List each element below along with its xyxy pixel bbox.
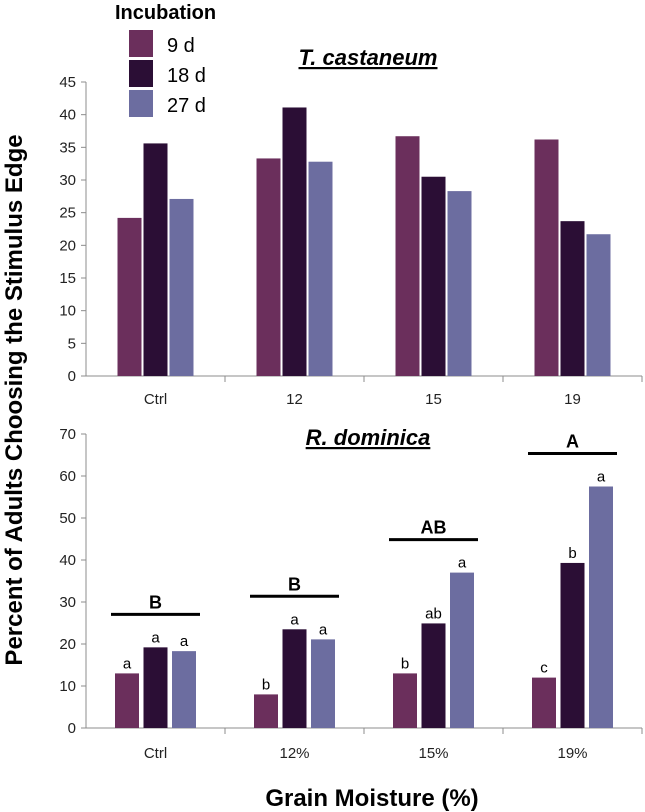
y-tick-label: 5 xyxy=(68,335,76,352)
panel-title-r-dominica: R. dominica xyxy=(306,425,431,450)
significance-letter: ab xyxy=(425,605,442,622)
significance-letter: a xyxy=(319,621,328,638)
bar-t-15-9d xyxy=(395,136,420,376)
y-tick-label: 10 xyxy=(59,678,76,695)
y-tick-label: 50 xyxy=(59,510,76,527)
legend-swatch-27d xyxy=(129,90,153,117)
bar-t-19-27d xyxy=(586,234,611,376)
bar-t-12-9d xyxy=(256,158,281,376)
x-category-label: 15% xyxy=(418,745,448,762)
bar-t-19-18d xyxy=(560,221,585,376)
x-category-label: Ctrl xyxy=(144,745,167,762)
bar-r-12pct-27d xyxy=(311,639,335,728)
y-tick-label: 70 xyxy=(59,426,76,443)
legend: Incubation 9 d 18 d 27 d xyxy=(115,2,216,117)
significance-letter: b xyxy=(568,545,576,562)
significance-letter: a xyxy=(458,555,467,572)
panel-title-t-castaneum: T. castaneum xyxy=(299,45,438,70)
bar-r-19pct-27d xyxy=(589,486,613,728)
bar-r-15pct-18d xyxy=(421,623,446,728)
significance-letter: a xyxy=(123,655,132,672)
bar-t-15-18d xyxy=(421,176,446,376)
group-significance-letter: A xyxy=(566,432,579,452)
y-tick-label: 10 xyxy=(59,303,76,320)
y-tick-label: 40 xyxy=(59,107,76,124)
group-significance-letter: B xyxy=(149,592,162,612)
bar-r-15pct-27d xyxy=(450,572,474,728)
x-category-label: 19% xyxy=(557,745,587,762)
bar-r-19pct-9d xyxy=(532,677,556,728)
y-tick-label: 20 xyxy=(59,636,76,653)
y-tick-label: 0 xyxy=(68,720,76,737)
bar-t-Ctrl-18d xyxy=(143,143,168,376)
y-tick-label: 60 xyxy=(59,468,76,485)
y-tick-label: 15 xyxy=(59,270,76,287)
x-category-label: Ctrl xyxy=(144,391,167,408)
y-tick-label: 35 xyxy=(59,139,76,156)
legend-swatch-9d xyxy=(129,30,153,57)
significance-letter: b xyxy=(262,676,270,693)
y-axis-title: Percent of Adults Choosing the Stimulus … xyxy=(1,134,28,665)
y-tick-label: 40 xyxy=(59,552,76,569)
x-category-label: 15 xyxy=(425,391,442,408)
significance-letter: a xyxy=(151,629,160,646)
x-category-label: 12 xyxy=(286,391,303,408)
bar-r-15pct-9d xyxy=(393,673,417,728)
x-axis-title: Grain Moisture (%) xyxy=(265,785,478,812)
y-tick-label: 25 xyxy=(59,205,76,222)
significance-letter: c xyxy=(540,660,548,677)
bar-t-19-9d xyxy=(534,139,559,376)
bar-t-12-18d xyxy=(282,107,307,376)
legend-label-27d: 27 d xyxy=(167,95,206,117)
significance-letter: a xyxy=(290,611,299,628)
group-significance-letter: B xyxy=(288,574,301,594)
bar-r-Ctrl-27d xyxy=(172,651,196,728)
x-category-label: 19 xyxy=(564,391,581,408)
bar-t-12-27d xyxy=(308,161,333,376)
bar-t-Ctrl-9d xyxy=(117,217,142,376)
legend-label-9d: 9 d xyxy=(167,35,195,57)
y-tick-label: 20 xyxy=(59,237,76,254)
x-category-label: 12% xyxy=(279,745,309,762)
y-tick-label: 0 xyxy=(68,368,76,385)
y-tick-label: 30 xyxy=(59,172,76,189)
bar-r-19pct-18d xyxy=(560,562,585,728)
bar-r-12pct-9d xyxy=(254,694,278,728)
legend-label-18d: 18 d xyxy=(167,65,206,87)
y-tick-label: 30 xyxy=(59,594,76,611)
significance-letter: b xyxy=(401,655,409,672)
plot-t-castaneum: 0 5 10 15 20 25 30 35 40 45 Ctrl 12 15 19 xyxy=(59,74,643,408)
significance-letter: a xyxy=(597,469,606,486)
legend-title: Incubation xyxy=(115,2,216,24)
bar-t-Ctrl-27d xyxy=(169,198,194,376)
group-significance-letter: AB xyxy=(421,518,447,538)
bar-r-12pct-18d xyxy=(282,629,307,728)
bar-r-Ctrl-9d xyxy=(115,673,139,728)
y-tick-label: 45 xyxy=(59,74,76,91)
bar-r-Ctrl-18d xyxy=(143,647,168,728)
significance-letter: a xyxy=(180,633,189,650)
legend-swatch-18d xyxy=(129,60,153,87)
bar-t-15-27d xyxy=(447,191,472,376)
